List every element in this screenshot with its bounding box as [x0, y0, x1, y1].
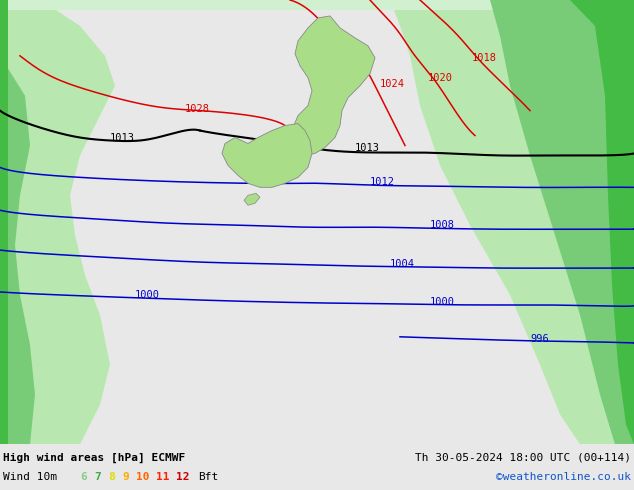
Text: 1012: 1012: [370, 177, 395, 187]
Polygon shape: [222, 123, 312, 187]
Text: 1013: 1013: [355, 144, 380, 153]
Polygon shape: [0, 0, 35, 444]
Polygon shape: [0, 0, 115, 444]
Text: 996: 996: [530, 334, 549, 344]
Text: 8: 8: [108, 472, 115, 482]
Text: 1008: 1008: [430, 220, 455, 230]
Text: 11: 11: [156, 472, 169, 482]
Text: 7: 7: [94, 472, 101, 482]
Text: ©weatheronline.co.uk: ©weatheronline.co.uk: [496, 472, 631, 482]
Polygon shape: [244, 194, 260, 205]
Text: Wind 10m: Wind 10m: [3, 472, 57, 482]
Text: 1024: 1024: [380, 79, 405, 89]
Text: 1028: 1028: [185, 103, 210, 114]
Text: High wind areas [hPa] ECMWF: High wind areas [hPa] ECMWF: [3, 452, 185, 463]
Text: Th 30-05-2024 18:00 UTC (00+114): Th 30-05-2024 18:00 UTC (00+114): [415, 452, 631, 463]
Text: Bft: Bft: [198, 472, 218, 482]
Text: 1018: 1018: [472, 53, 497, 63]
Text: 6: 6: [80, 472, 87, 482]
Text: 1013: 1013: [110, 132, 135, 143]
Polygon shape: [0, 0, 634, 10]
Polygon shape: [390, 0, 634, 444]
Text: 9: 9: [122, 472, 129, 482]
Text: 1004: 1004: [390, 259, 415, 269]
Polygon shape: [570, 0, 634, 444]
Polygon shape: [0, 0, 8, 444]
Text: 1000: 1000: [430, 297, 455, 307]
Text: 10: 10: [136, 472, 150, 482]
Text: 1020: 1020: [428, 73, 453, 83]
Polygon shape: [490, 0, 634, 444]
Polygon shape: [293, 16, 375, 155]
Text: 12: 12: [176, 472, 190, 482]
Text: 1000: 1000: [135, 290, 160, 300]
